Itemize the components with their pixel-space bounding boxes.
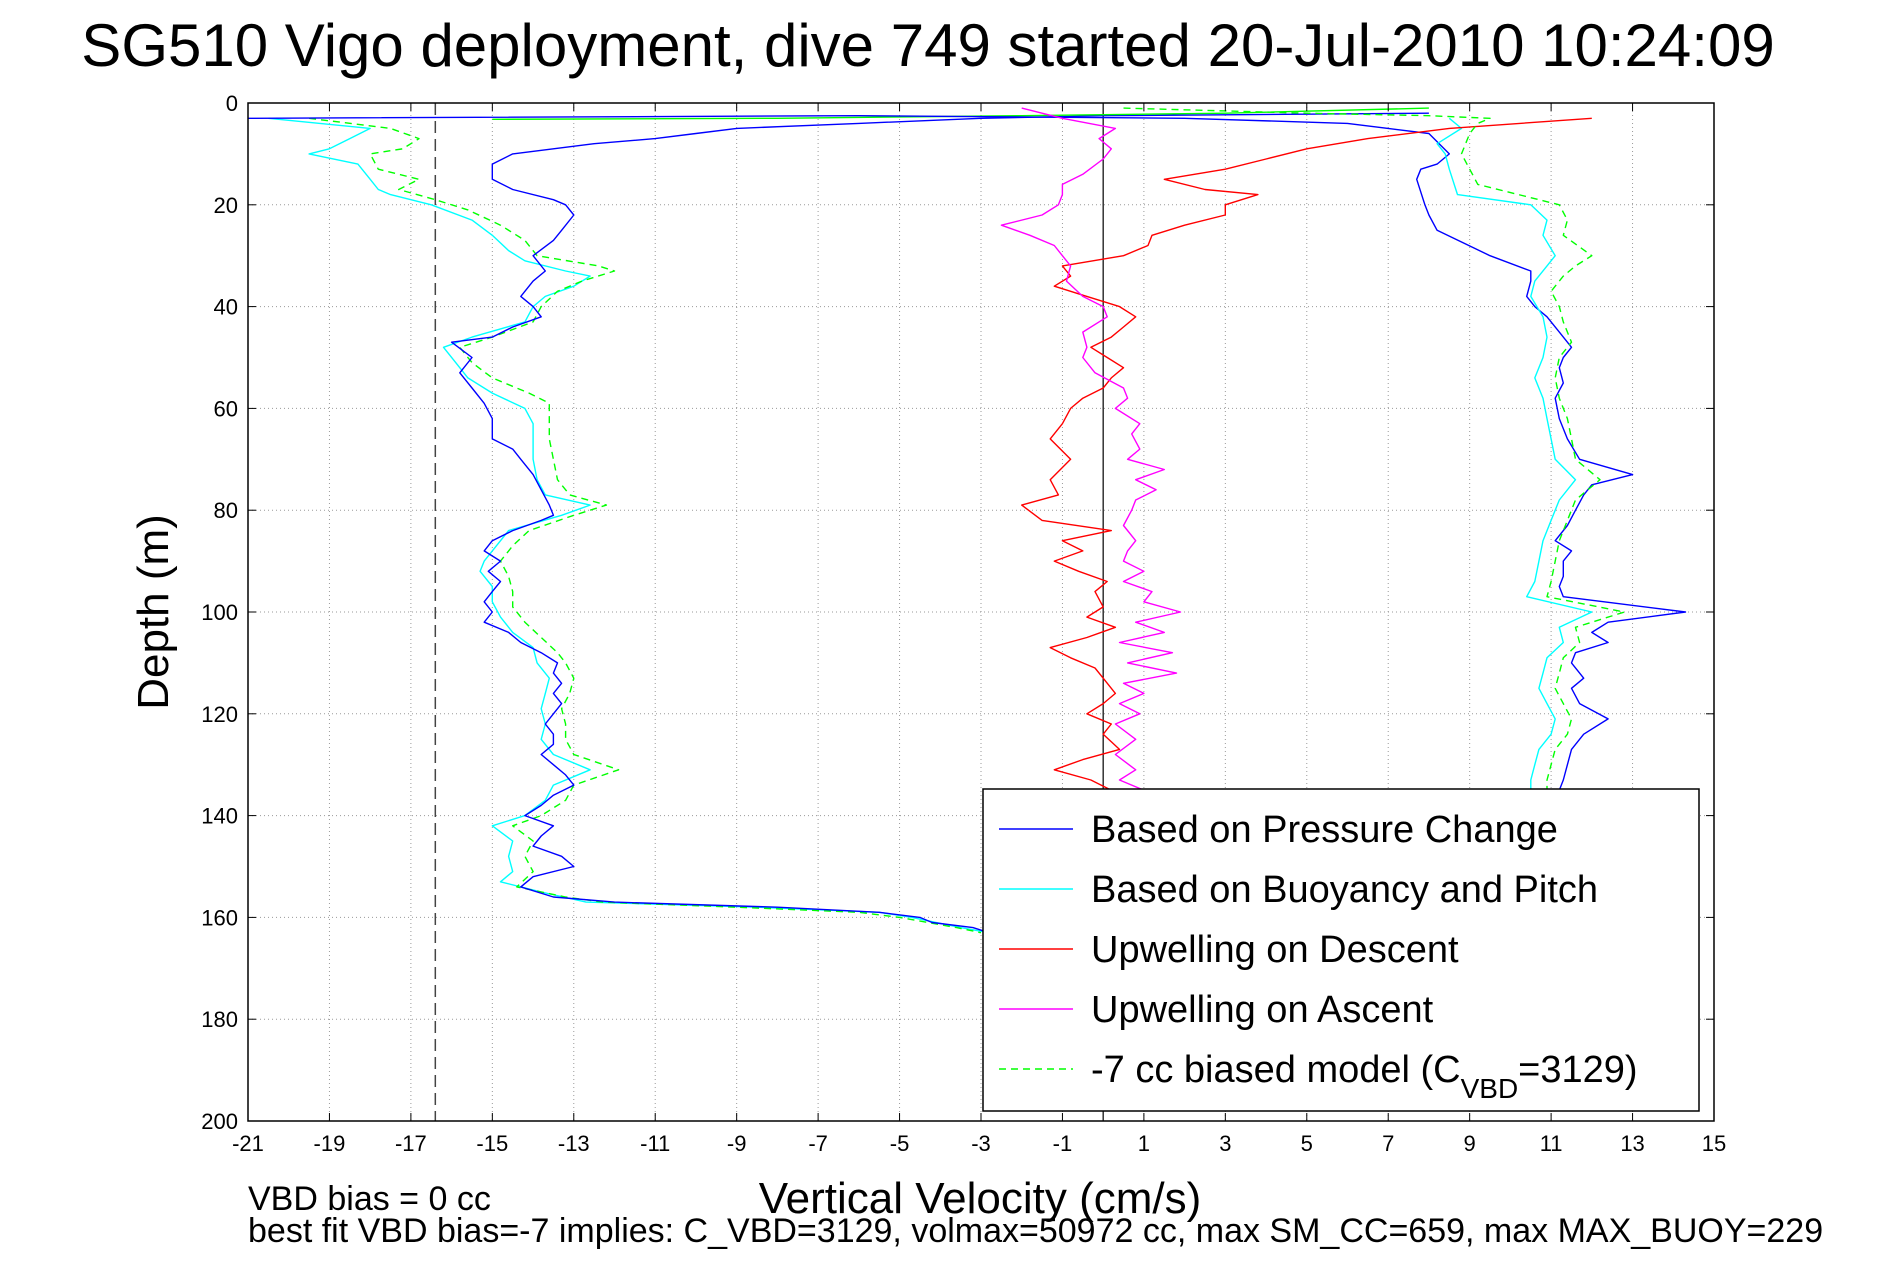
legend-entry-label: Upwelling on Descent [1091, 929, 1459, 971]
x-tick-label: 1 [1138, 1131, 1150, 1156]
x-tick-label: 3 [1219, 1131, 1231, 1156]
x-tick-label: -1 [1053, 1131, 1073, 1156]
y-tick-label: 200 [201, 1109, 238, 1134]
legend-entry-label: Based on Buoyancy and Pitch [1091, 869, 1598, 911]
series-line-model-ascent [1123, 107, 1626, 791]
y-tick-label: 180 [201, 1007, 238, 1032]
x-tick-label: 9 [1464, 1131, 1476, 1156]
legend-box [982, 788, 1700, 1112]
y-tick-label: 100 [201, 600, 238, 625]
x-tick-label: -21 [232, 1131, 264, 1156]
y-tick-label: 80 [214, 498, 238, 523]
x-tick-label: 13 [1620, 1131, 1644, 1156]
x-tick-label: -19 [314, 1131, 346, 1156]
x-tick-label: 15 [1702, 1131, 1726, 1156]
y-tick-label: 140 [201, 804, 238, 829]
y-tick-label: 0 [226, 91, 238, 116]
legend-entry-label: -7 cc biased model (CVBD=3129) [1091, 1049, 1638, 1104]
x-axis-label: Vertical Velocity (cm/s) [759, 1174, 1202, 1223]
legend: Based on Pressure Change Based on Buoyanc… [982, 788, 1700, 1112]
series-line-model-descent [309, 117, 982, 934]
x-tick-label: -5 [890, 1131, 910, 1156]
x-tick-label: -17 [395, 1131, 427, 1156]
series-line-buoyancy-ascent [1436, 117, 1593, 791]
y-tick-label: 20 [214, 193, 238, 218]
y-axis-label: Depth (m) [129, 514, 178, 710]
x-tick-label: 5 [1301, 1131, 1313, 1156]
x-tick-label: -3 [971, 1131, 991, 1156]
y-tick-label: 60 [214, 396, 238, 421]
y-tick-labels: 0 20 40 60 80 100 120 140 160 180 200 [201, 91, 1714, 1134]
series-line-model-surface [492, 107, 1429, 120]
x-tick-label: 11 [1540, 1131, 1563, 1156]
series-line-pressure-ascent [248, 114, 1687, 791]
plot-lines [248, 107, 1687, 934]
series-line-buoyancy-descent [268, 117, 990, 934]
legend-entry-label: Based on Pressure Change [1091, 809, 1558, 851]
y-tick-label: 160 [201, 905, 238, 930]
series-lines [248, 107, 1687, 934]
x-tick-labels: -21 -19 -17 -15 -13 -11 -9 -7 -5 -3 -1 1 3 5 7 9 11 13 15 [232, 103, 1726, 1156]
series-line-upwelling-descent [1021, 117, 1592, 801]
x-tick-label: -11 [640, 1131, 670, 1156]
y-tick-label: 40 [214, 295, 238, 320]
x-tick-label: -15 [476, 1131, 508, 1156]
best-fit-annotation: best fit VBD bias=-7 implies: C_VBD=3129… [248, 1212, 1823, 1250]
chart-title: SG510 Vigo deployment, dive 749 started … [81, 12, 1774, 79]
x-tick-label: -9 [727, 1131, 747, 1156]
vbd-bias-annotation: VBD bias = 0 cc [248, 1180, 491, 1218]
x-tick-label: -7 [808, 1131, 828, 1156]
series-line-upwelling-ascent [1000, 107, 1182, 791]
legend-entry-label: Upwelling on Ascent [1091, 989, 1434, 1031]
y-tick-label: 120 [201, 702, 238, 727]
x-tick-label: 7 [1382, 1131, 1394, 1156]
series-line-pressure-descent [450, 112, 1429, 934]
x-tick-label: -13 [558, 1131, 590, 1156]
